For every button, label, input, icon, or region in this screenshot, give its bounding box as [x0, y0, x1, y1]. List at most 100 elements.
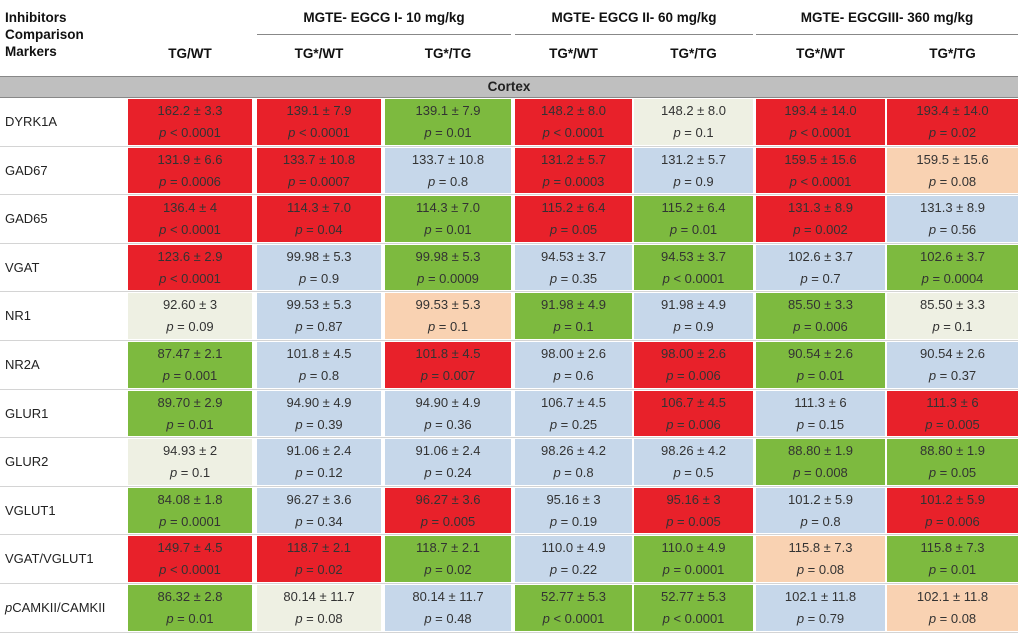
- cell-pvalue: p = 0.01: [166, 611, 214, 626]
- markers-label: Markers: [5, 44, 57, 59]
- group3-header: MGTE- EGCGIII- 360 mg/kg: [800, 10, 974, 25]
- cell-pvalue: p = 0.0001: [159, 513, 221, 529]
- table-cell: 52.77 ± 5.3 p < 0.0001: [515, 585, 632, 631]
- cell-value: 99.98 ± 5.3: [286, 248, 352, 264]
- table-cell: 98.00 ± 2.6 p = 0.006: [634, 342, 753, 388]
- table-cell: 136.4 ± 4 p < 0.0001: [128, 196, 252, 242]
- cell-value: 106.7 ± 4.5: [661, 394, 726, 410]
- table-cell: 101.2 ± 5.9 p = 0.006: [887, 487, 1018, 534]
- table-cell: 91.06 ± 2.4 p = 0.12: [257, 439, 381, 485]
- cell-pvalue: p = 0.9: [298, 270, 340, 286]
- table-cell: 106.7 ± 4.5 p = 0.006: [634, 390, 753, 437]
- table-cell: 94.53 ± 3.7 p < 0.0001: [634, 244, 753, 291]
- table-cell: 110.0 ± 4.9 p = 0.22: [515, 536, 632, 582]
- cell-value: 85.50 ± 3.3: [788, 297, 853, 313]
- cell-value: 101.2 ± 5.9: [788, 491, 853, 507]
- col-header-g1-tgswt: TG*/WT: [294, 46, 344, 61]
- cell-pvalue: p = 0.005: [420, 513, 476, 529]
- table-cell: 95.16 ± 3 p = 0.19: [515, 487, 632, 534]
- cell-value: 98.00 ± 2.6: [661, 346, 726, 361]
- cell-pvalue: p = 0.0006: [159, 173, 221, 189]
- col-header-g1-tgstg: TG*/TG: [424, 46, 472, 61]
- table-cell: 159.5 ± 15.6 p < 0.0001: [756, 147, 885, 194]
- table-cell: 85.50 ± 3.3 p = 0.1: [887, 293, 1018, 339]
- table-cell: 94.93 ± 2 p = 0.1: [128, 439, 252, 485]
- cell-pvalue: p < 0.0001: [542, 125, 605, 140]
- group2-underline: [515, 34, 753, 35]
- cell-pvalue: p = 0.006: [793, 319, 848, 335]
- cell-pvalue: p = 0.01: [424, 222, 472, 238]
- cell-value: 110.0 ± 4.9: [541, 540, 606, 556]
- cell-pvalue: p = 0.01: [669, 222, 718, 238]
- cell-value: 88.80 ± 1.9: [788, 443, 853, 459]
- table-cell: 131.2 ± 5.7 p = 0.0003: [515, 147, 632, 194]
- table-cell: 80.14 ± 11.7 p = 0.08: [257, 585, 381, 631]
- group1-underline: [257, 34, 511, 35]
- cell-pvalue: p < 0.0001: [662, 270, 725, 286]
- table-cell: 92.60 ± 3 p = 0.09: [128, 293, 252, 339]
- cell-pvalue: p = 0.001: [162, 368, 218, 383]
- cell-value: 91.98 ± 4.9: [661, 297, 726, 313]
- table-cell: 99.98 ± 5.3 p = 0.9: [257, 244, 381, 291]
- table-cell: 88.80 ± 1.9 p = 0.05: [887, 439, 1018, 485]
- table-cell: 102.1 ± 11.8 p = 0.08: [887, 585, 1018, 631]
- cell-pvalue: p = 0.09: [166, 319, 214, 335]
- cell-pvalue: p = 0.1: [932, 319, 973, 335]
- cell-value: 88.80 ± 1.9: [920, 443, 985, 459]
- table-cell: 91.98 ± 4.9 p = 0.9: [634, 293, 753, 339]
- cell-pvalue: p < 0.0001: [159, 270, 221, 286]
- row-separator: [0, 340, 1018, 341]
- table-cell: 115.2 ± 6.4 p = 0.01: [634, 196, 753, 242]
- col-header-g3-tgswt: TG*/WT: [796, 46, 845, 61]
- table-cell: 94.53 ± 3.7 p = 0.35: [515, 244, 632, 291]
- table-cell: 98.26 ± 4.2 p = 0.8: [515, 439, 632, 485]
- cell-pvalue: p < 0.0001: [159, 562, 221, 578]
- cell-pvalue: p = 0.0003: [542, 173, 605, 189]
- cell-pvalue: p = 0.005: [666, 513, 721, 529]
- cell-value: 131.9 ± 6.6: [157, 151, 223, 167]
- cell-value: 95.16 ± 3: [666, 491, 721, 507]
- table-cell: 90.54 ± 2.6 p = 0.37: [887, 342, 1018, 388]
- table-cell: 99.98 ± 5.3 p = 0.0009: [385, 244, 511, 291]
- cell-pvalue: p = 0.56: [928, 222, 977, 238]
- table-cell: 80.14 ± 11.7 p = 0.48: [385, 585, 511, 631]
- cell-value: 87.47 ± 2.1: [157, 346, 223, 361]
- cell-value: 115.8 ± 7.3: [920, 540, 985, 556]
- cell-value: 131.2 ± 5.7: [541, 151, 606, 167]
- cell-pvalue: p = 0.1: [673, 125, 714, 140]
- table-cell: 133.7 ± 10.8 p = 0.8: [385, 147, 511, 194]
- table-cell: 85.50 ± 3.3 p = 0.006: [756, 293, 885, 339]
- cell-pvalue: p = 0.01: [928, 562, 977, 578]
- cell-pvalue: p = 0.008: [793, 465, 848, 481]
- table-cell: 162.2 ± 3.3 p < 0.0001: [128, 99, 252, 145]
- cell-value: 114.3 ± 7.0: [416, 200, 480, 216]
- cell-pvalue: p = 0.25: [549, 416, 598, 432]
- cell-pvalue: p = 0.01: [166, 416, 214, 432]
- table-cell: 131.2 ± 5.7 p = 0.9: [634, 147, 753, 194]
- cell-value: 131.2 ± 5.7: [661, 151, 726, 167]
- cell-pvalue: p = 0.1: [553, 319, 594, 335]
- table-cell: 99.53 ± 5.3 p = 0.1: [385, 293, 511, 339]
- cell-pvalue: p = 0.87: [295, 319, 343, 335]
- cell-pvalue: p = 0.48: [424, 611, 472, 626]
- cell-value: 95.16 ± 3: [546, 491, 601, 507]
- row-label: DYRK1A: [5, 114, 58, 129]
- cell-pvalue: p = 0.12: [295, 465, 343, 481]
- cell-value: 102.6 ± 3.7: [788, 248, 853, 264]
- cell-value: 114.3 ± 7.0: [287, 200, 351, 216]
- row-label: NR2A: [5, 357, 40, 372]
- cell-value: 102.1 ± 11.8: [916, 589, 989, 604]
- table-cell: 94.90 ± 4.9 p = 0.39: [257, 390, 381, 437]
- cell-pvalue: p = 0.08: [295, 611, 343, 626]
- table-cell: 52.77 ± 5.3 p < 0.0001: [634, 585, 753, 631]
- cell-pvalue: p = 0.79: [796, 611, 845, 626]
- table-cell: 90.54 ± 2.6 p = 0.01: [756, 342, 885, 388]
- cell-value: 101.8 ± 4.5: [286, 346, 352, 361]
- table-cell: 139.1 ± 7.9 p = 0.01: [385, 99, 511, 145]
- cell-value: 94.90 ± 4.9: [415, 394, 481, 410]
- cell-pvalue: p = 0.0009: [417, 270, 479, 286]
- cell-pvalue: p = 0.0004: [921, 270, 984, 286]
- cell-value: 99.98 ± 5.3: [415, 248, 481, 264]
- cell-pvalue: p = 0.02: [928, 125, 977, 140]
